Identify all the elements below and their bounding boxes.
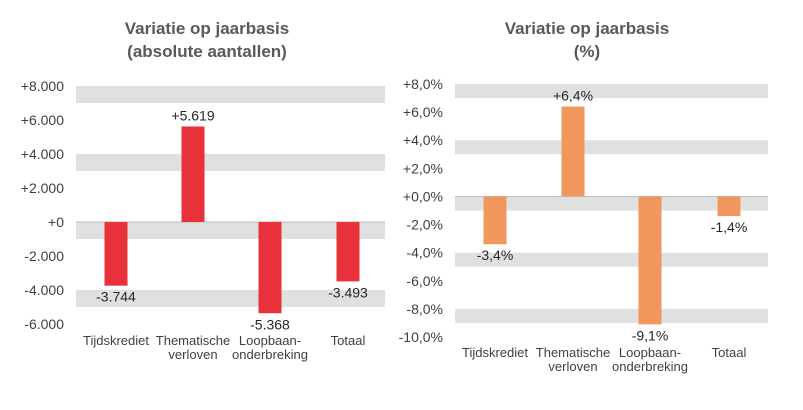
chart-1-category-label: Thematische: [156, 333, 230, 348]
chart-2-category-label: Thematische: [536, 345, 610, 360]
chart-1-bar-4: [336, 222, 360, 282]
chart-2-ytick-label: +2,0%: [403, 160, 443, 176]
chart-1-grid-band: [76, 290, 385, 307]
chart-1-grid-band: [76, 154, 385, 171]
chart-2-grid-band: [455, 140, 768, 155]
chart-2-category-label: Totaal: [712, 345, 747, 360]
chart-2-title-line-2: (%): [574, 42, 600, 61]
chart-2-ytick-label: -2,0%: [406, 217, 443, 233]
chart-1-category-label: verloven: [168, 347, 217, 362]
chart-2-bar-1: [483, 196, 507, 245]
chart-1-data-label-1: -3.744: [96, 289, 136, 305]
chart-2-ytick-label: +0,0%: [403, 188, 443, 204]
chart-2-ytick-label: +6,0%: [403, 104, 443, 120]
chart-2-category-label: Loopbaan-: [619, 345, 681, 360]
chart-2-title-line-1: Variatie op jaarbasis: [505, 19, 669, 38]
chart-2-ytick-label: -4,0%: [406, 245, 443, 261]
chart-2-ytick-label: +4,0%: [403, 132, 443, 148]
chart-2-ytick-label: -6,0%: [406, 273, 443, 289]
chart-2-data-label-2: +6,4%: [553, 87, 593, 103]
chart-2-bar-4: [717, 196, 741, 217]
chart-1-grid-band: [76, 222, 385, 239]
chart-2-grid-band: [455, 196, 768, 211]
chart-1-category-label: Loopbaan-: [239, 333, 301, 348]
chart-2-category-label: onderbreking: [612, 359, 688, 374]
chart-2-data-label-4: -1,4%: [711, 219, 748, 235]
chart-2-bar-3: [638, 196, 662, 325]
chart-2-bar-2: [561, 106, 585, 197]
chart-1-ytick-label: +4.000: [21, 146, 64, 162]
chart-1-ytick-label: +2.000: [21, 180, 64, 196]
chart-1-ytick-label: -6.000: [24, 316, 64, 332]
chart-1-ytick-label: +6.000: [21, 112, 64, 128]
chart-2-category-label: Tijdskrediet: [462, 345, 528, 360]
chart-2-ytick-label: -10,0%: [399, 329, 443, 345]
chart-1-title-line-2: (absolute aantallen): [127, 42, 287, 61]
chart-2-grid-band: [455, 84, 768, 99]
chart-1-ytick-label: +0: [48, 214, 64, 230]
chart-1-category-label: Tijdskrediet: [83, 333, 149, 348]
chart-2-ytick-label: +8,0%: [403, 76, 443, 92]
chart-2-ytick-label: -8,0%: [406, 301, 443, 317]
chart-2-category-label: verloven: [548, 359, 597, 374]
chart-2-grid-band: [455, 252, 768, 267]
chart-1-bar-1: [104, 222, 128, 286]
chart-1-data-label-4: -3.493: [328, 284, 368, 300]
chart-2-data-label-3: -9,1%: [632, 327, 669, 343]
chart-2-data-label-1: -3,4%: [477, 247, 514, 263]
chart-1-data-label-3: -5.368: [250, 316, 290, 332]
chart-1-category-label: Totaal: [331, 333, 366, 348]
chart-1-grid-band: [76, 86, 385, 103]
chart-1-ytick-label: -2.000: [24, 248, 64, 264]
chart-2-grid-band: [455, 308, 768, 323]
chart-1-category-label: onderbreking: [232, 347, 308, 362]
chart-1-bar-3: [258, 222, 282, 314]
chart-1-ytick-label: +8.000: [21, 78, 64, 94]
chart-1-data-label-2: +5.619: [171, 107, 214, 123]
chart-1-title-line-1: Variatie op jaarbasis: [125, 19, 289, 38]
chart-1-ytick-label: -4.000: [24, 282, 64, 298]
chart-1-bar-2: [181, 126, 205, 222]
